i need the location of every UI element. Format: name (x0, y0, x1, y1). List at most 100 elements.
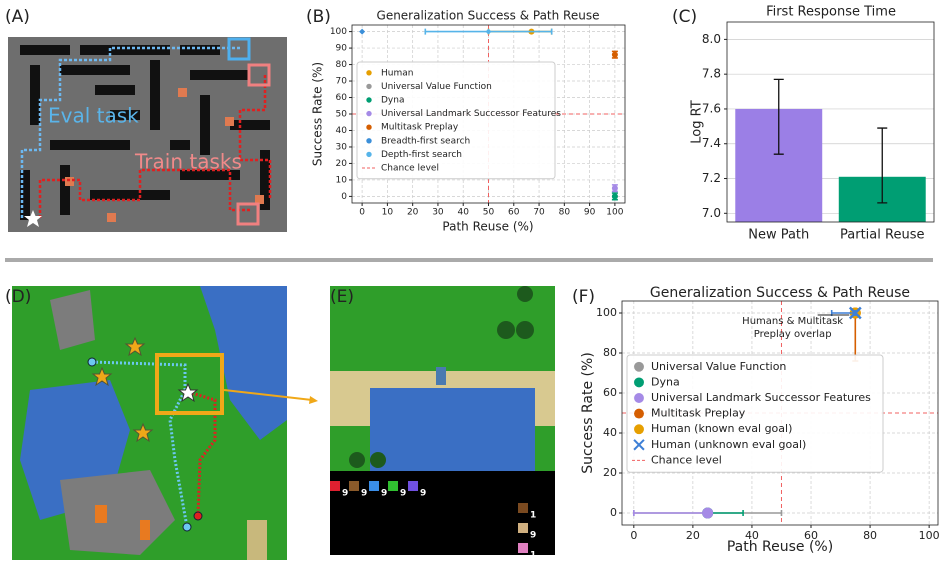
panel-label: (C) (672, 7, 697, 27)
y-tick-label: 60 (336, 93, 348, 103)
annotation: Preplay overlap (754, 329, 832, 340)
start (87, 357, 97, 367)
arrowhead (309, 396, 318, 404)
y-tick-label: 20 (603, 466, 617, 479)
legend-label: Chance level (651, 453, 722, 466)
plot-frame (726, 21, 935, 223)
y-tick-label: 100 (596, 306, 617, 319)
y-tick-label: 8.0 (702, 32, 721, 46)
x-tick-label: 30 (432, 208, 444, 218)
chart-title: Generalization Success & Path Reuse (377, 9, 600, 23)
player (436, 367, 446, 385)
inventory-count: 9 (342, 489, 348, 499)
point (702, 507, 714, 519)
train-path (238, 75, 272, 200)
maze-walls (20, 45, 270, 220)
panel-label: (A) (5, 7, 30, 27)
annotation: Humans & Multitask (742, 316, 843, 327)
map-panel (12, 286, 287, 560)
inventory: 9 9 9 9 9 1 9 1 (330, 481, 536, 561)
inventory-bg (330, 471, 555, 555)
point (611, 185, 618, 192)
y-tick-label: 100 (330, 27, 347, 37)
train-path (187, 390, 217, 517)
x-tick-label: 0 (630, 529, 637, 542)
plot-frame (621, 300, 939, 526)
lake (200, 286, 287, 440)
error-bar (877, 127, 888, 204)
x-tick-label: New Path (748, 228, 809, 243)
inventory-count: 1 (530, 511, 536, 521)
legend-marker (634, 377, 644, 388)
legend-label: Universal Landmark Successor Features (381, 109, 561, 119)
y-axis-label: Success Rate (%) (311, 62, 325, 166)
y-tick-label: 20 (336, 159, 348, 169)
legend-box (626, 354, 884, 473)
inventory-icon (408, 481, 418, 491)
x-tick-label: 60 (804, 529, 818, 542)
inventory-icon (518, 503, 528, 513)
y-tick-label: 80 (603, 346, 617, 359)
y-tick-label: 50 (336, 110, 348, 120)
x-tick-label: 80 (863, 529, 877, 542)
y-tick-label: 7.6 (702, 101, 721, 115)
y-tick-label: 70 (336, 77, 348, 87)
goal-box (236, 202, 260, 226)
point (848, 306, 862, 320)
legend-marker (366, 138, 372, 144)
legend-marker (366, 151, 372, 158)
x-tick-label: 90 (584, 208, 596, 218)
error-bar (773, 78, 784, 155)
legend-marker (366, 124, 372, 130)
x-tick-label: 10 (382, 208, 394, 218)
inventory-count: 9 (420, 489, 426, 499)
inventory-count: 1 (530, 551, 536, 561)
legend-label: Human (known eval goal) (651, 422, 792, 435)
inventory-icon (369, 481, 379, 491)
zoom-arrow (223, 389, 313, 401)
legend-marker (634, 393, 644, 403)
water (370, 388, 535, 471)
inventory-count: 9 (530, 531, 536, 541)
legend-label: Universal Landmark Successor Features (651, 391, 871, 404)
legend-marker (634, 361, 644, 372)
game-panel: 9 9 9 9 9 1 9 1 (330, 286, 555, 561)
start-star (24, 210, 42, 227)
goal (193, 511, 203, 521)
x-tick-label: 20 (686, 529, 700, 542)
x-tick-label: 60 (508, 208, 520, 218)
zoom-box (155, 353, 224, 415)
y-tick-label: 80 (336, 60, 348, 70)
x-axis-label: Path Reuse (%) (442, 220, 533, 234)
maze-panel: Eval task Train tasks (8, 37, 287, 232)
legend-label: Multitask Preplay (381, 123, 459, 133)
inventory-icon (330, 481, 340, 491)
goal-box (227, 37, 251, 61)
panel-label: (E) (330, 287, 354, 307)
panel-label: (D) (5, 287, 31, 307)
legend-marker (366, 70, 372, 76)
chart-title: First Response Time (766, 5, 896, 20)
train-path (38, 168, 250, 218)
inventory-count: 9 (400, 489, 406, 499)
eval-path (20, 46, 240, 218)
y-tick-label: 90 (336, 44, 348, 54)
sand (247, 520, 267, 560)
x-tick-label: 100 (919, 529, 939, 542)
legend-marker (366, 97, 372, 103)
legend-label: Dyna (651, 375, 680, 388)
x-tick-label: Partial Reuse (840, 228, 924, 243)
y-tick-label: 60 (603, 386, 617, 399)
legend-box (356, 61, 556, 180)
legend-label: Human (381, 68, 413, 78)
x-tick-label: 80 (559, 208, 571, 218)
point (359, 28, 366, 35)
y-error-bar (852, 312, 859, 362)
inventory-count: 9 (381, 489, 387, 499)
legend-label: Breadth-first search (381, 136, 470, 146)
legend-marker (633, 439, 645, 451)
panel-label: (F) (572, 287, 595, 307)
lava (95, 505, 107, 523)
legend-label: Depth-first search (381, 150, 462, 160)
x-tick-label: 100 (606, 208, 623, 218)
